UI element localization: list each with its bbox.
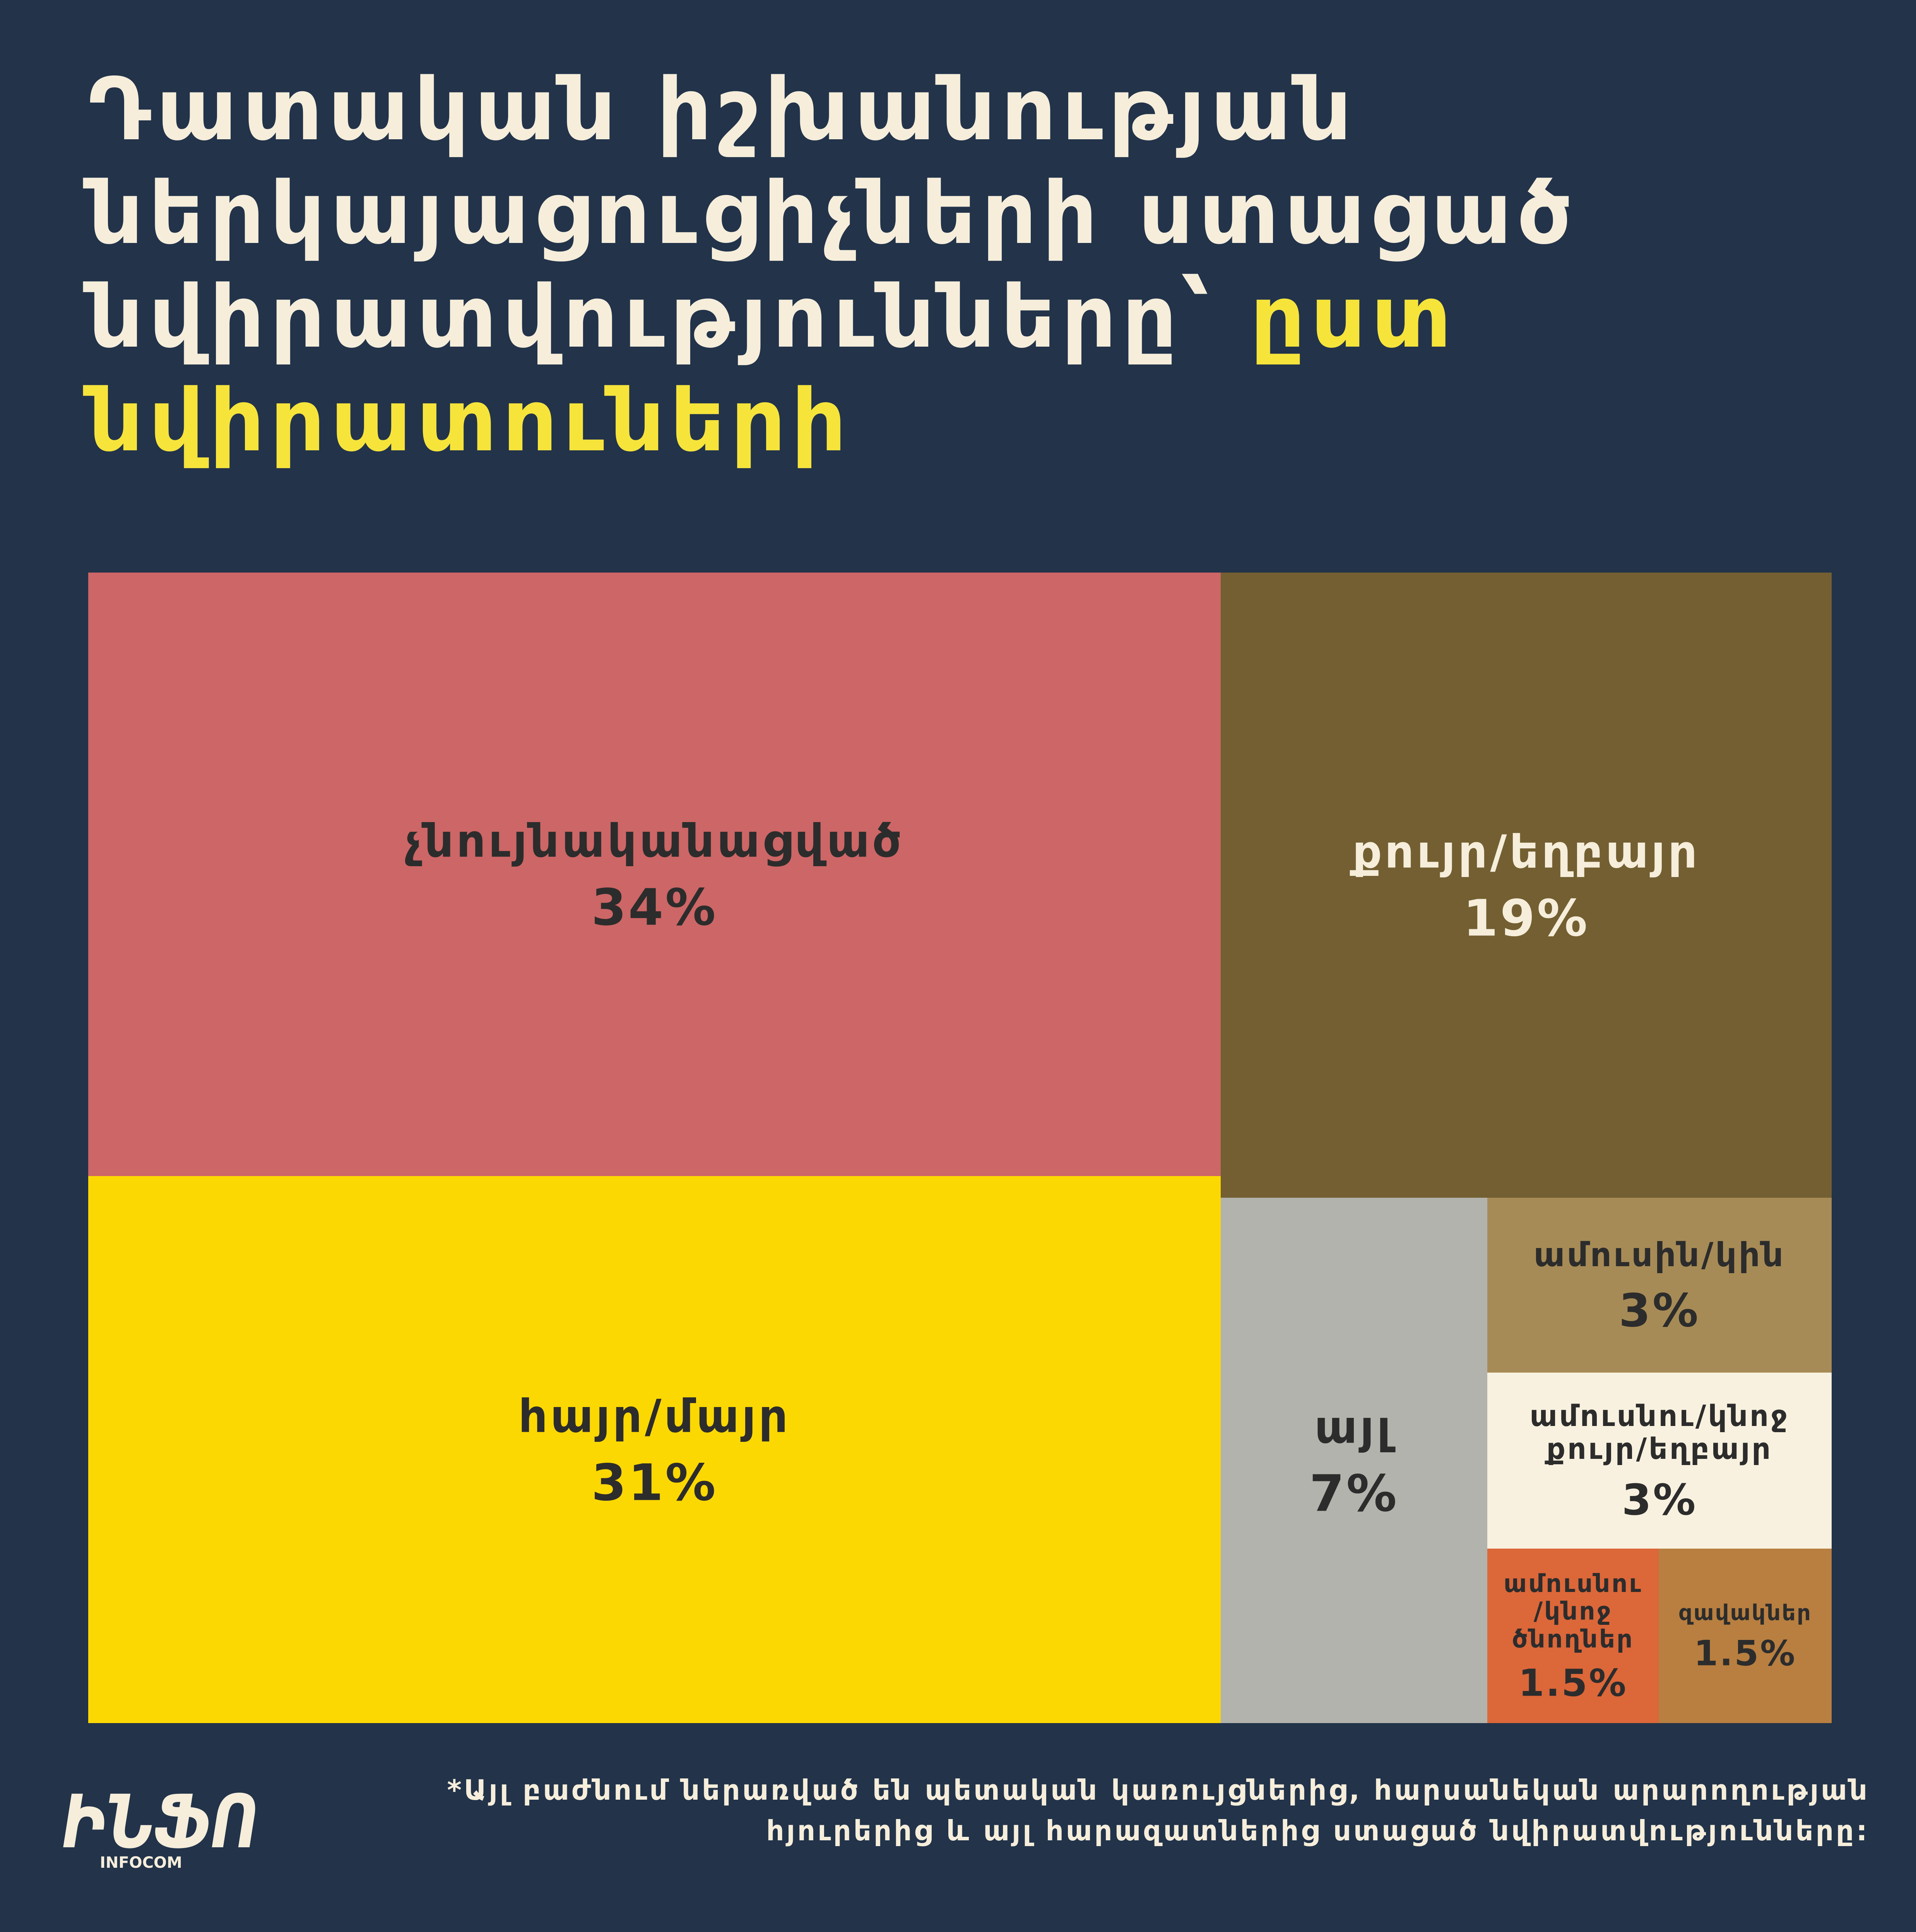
treemap-value-3: 19% xyxy=(1463,889,1589,947)
treemap-label-7-line-1: ամուսնու xyxy=(1504,1570,1642,1598)
treemap-cell-8: զավակներ 1.5% xyxy=(1659,1549,1832,1723)
treemap-label-7-line-2: /կնոջ xyxy=(1534,1597,1612,1626)
logo-brand: ԻՆՖՈ xyxy=(62,1779,259,1865)
chart-title: Դատական իշխանության ներկայացուցիչների ստ… xyxy=(88,58,1868,473)
treemap-value-1: 34% xyxy=(591,878,717,937)
infocom-logo: ԻՆՖՈ INFOCOM xyxy=(54,1772,271,1880)
treemap-rect-3 xyxy=(1221,573,1832,1198)
treemap-chart: չնույնականացված 34% հայր/մայր 31% քույր/եղբա… xyxy=(88,573,1832,1723)
treemap-label-2: հայր/մայր xyxy=(518,1390,791,1443)
treemap-rect-2 xyxy=(88,1176,1221,1723)
treemap-label-1: չնույնականացված xyxy=(405,814,904,868)
treemap-label-8: զավակներ xyxy=(1678,1600,1812,1626)
treemap-label-7-line-3: ծնողներ xyxy=(1512,1625,1634,1653)
treemap-rect-5 xyxy=(1487,1198,1832,1373)
treemap-svg: չնույնականացված 34% հայր/մայր 31% քույր/եղբա… xyxy=(88,573,1832,1723)
title-main: Դատական իշխանության ներկայացուցիչների ստ… xyxy=(88,60,1577,367)
infocom-logo-mark: ԻՆՖՈ INFOCOM xyxy=(62,1779,259,1872)
title-highlight: ըստ նվիրատուների xyxy=(88,267,1457,471)
treemap-value-7: 1.5% xyxy=(1518,1662,1627,1705)
logo-sub: INFOCOM xyxy=(100,1854,182,1872)
treemap-value-6: 3% xyxy=(1622,1475,1697,1525)
treemap-value-8: 1.5% xyxy=(1694,1633,1797,1674)
treemap-cell-5: ամուսին/կին 3% xyxy=(1487,1198,1832,1373)
treemap-cell-2: հայր/մայր 31% xyxy=(88,1176,1221,1723)
treemap-cell-1: չնույնականացված 34% xyxy=(88,573,1221,1176)
treemap-rect-4 xyxy=(1221,1198,1487,1723)
treemap-label-3: քույր/եղբայր xyxy=(1350,825,1700,879)
treemap-cell-3: քույր/եղբայր 19% xyxy=(1221,573,1832,1198)
treemap-label-6-line-1: ամուսնու/կնոջ xyxy=(1529,1399,1789,1433)
treemap-rect-7 xyxy=(1487,1549,1659,1723)
treemap-rect-1 xyxy=(88,573,1221,1176)
treemap-value-5: 3% xyxy=(1619,1284,1700,1337)
footnote: *Այլ բաժնում ներառված են պետական կառույց… xyxy=(322,1770,1870,1851)
treemap-label-6-line-2: քույր/եղբայր xyxy=(1545,1431,1773,1466)
treemap-value-4: 7% xyxy=(1309,1464,1399,1523)
treemap-rect-6 xyxy=(1487,1373,1832,1549)
footnote-line-1: *Այլ բաժնում ներառված են պետական կառույց… xyxy=(447,1774,1870,1806)
footnote-line-2: հյուրերից և այլ հարազատներից ստացած նվիր… xyxy=(766,1814,1870,1847)
treemap-label-5: ամուսին/կին xyxy=(1534,1236,1785,1274)
treemap-label-4: այլ xyxy=(1314,1400,1396,1454)
treemap-cell-4: այլ 7% xyxy=(1221,1198,1487,1723)
treemap-rect-8 xyxy=(1659,1549,1832,1723)
treemap-value-2: 31% xyxy=(591,1453,717,1512)
